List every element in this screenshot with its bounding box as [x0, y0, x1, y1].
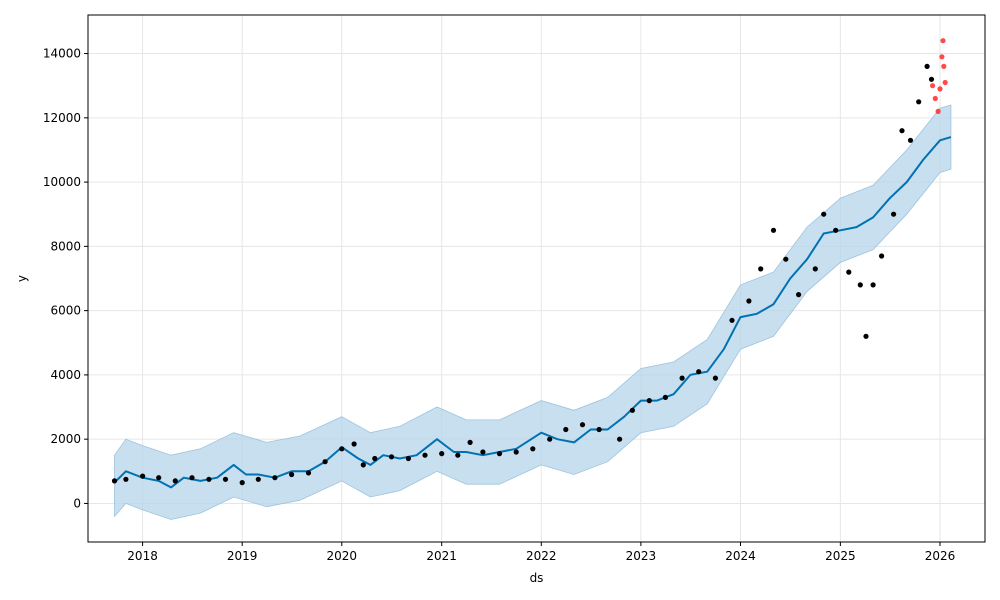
observed-point — [679, 375, 685, 381]
y-axis-ticks: 0 2000 4000 6000 8000 10000 12000 14000 — [43, 47, 88, 510]
observed-point — [322, 459, 328, 465]
y-tick-label: 12000 — [43, 111, 81, 125]
observed-point — [140, 473, 146, 479]
recent-point — [942, 79, 948, 86]
y-tick-label: 14000 — [43, 47, 81, 61]
observed-point — [422, 452, 428, 458]
observed-point — [289, 471, 295, 478]
observed-point — [513, 449, 519, 455]
recent-point — [932, 95, 938, 102]
forecast-line — [113, 136, 952, 489]
observed-point — [758, 266, 764, 272]
observed-point — [662, 394, 669, 400]
observed-point — [360, 462, 366, 468]
observed-point — [857, 282, 863, 288]
x-tick-label: 2024 — [725, 549, 756, 563]
y-tick-label: 4000 — [50, 368, 81, 382]
observed-point — [596, 426, 602, 433]
observed-point — [156, 475, 162, 481]
observed-point — [899, 128, 905, 134]
observed-point — [123, 476, 129, 482]
observed-point — [530, 446, 536, 452]
observed-point — [388, 454, 395, 460]
observed-point — [172, 478, 178, 484]
observed-point — [617, 436, 623, 442]
observed-point — [696, 369, 702, 375]
observed-point — [111, 478, 118, 484]
observed-point — [351, 441, 357, 447]
observed-point — [272, 475, 278, 481]
observed-point — [629, 407, 636, 413]
observed-point — [846, 269, 852, 275]
plot-area-frame — [87, 14, 986, 543]
observed-point — [891, 211, 897, 217]
y-tick-label: 6000 — [50, 304, 81, 318]
recent-point — [930, 83, 936, 89]
observed-point — [455, 452, 461, 458]
observed-point — [796, 292, 802, 298]
observed-point — [206, 476, 212, 482]
observed-point — [770, 227, 777, 233]
x-tick-label: 2021 — [426, 549, 457, 563]
observed-point — [496, 451, 503, 457]
x-tick-label: 2022 — [526, 549, 557, 563]
recent-point — [935, 108, 941, 114]
y-axis-label: y — [15, 275, 29, 282]
observed-point — [821, 211, 827, 217]
observed-point — [863, 333, 869, 339]
y-tick-label: 2000 — [50, 432, 81, 446]
observed-point — [467, 439, 473, 445]
observed-point — [916, 99, 922, 105]
observed-point — [646, 398, 652, 404]
observed-point — [783, 256, 789, 262]
observed-point — [812, 266, 818, 272]
observed-points-layer — [111, 63, 935, 486]
observed-point — [372, 455, 378, 462]
x-tick-label: 2020 — [327, 549, 358, 563]
recent-point — [937, 86, 943, 92]
uncertainty-band — [114, 104, 952, 520]
x-tick-label: 2019 — [227, 549, 258, 563]
uncertainty-band-layer — [114, 104, 952, 520]
recent-points-layer — [930, 38, 948, 114]
observed-point — [833, 227, 839, 233]
observed-point — [405, 455, 411, 462]
observed-point — [879, 253, 885, 259]
observed-point — [480, 449, 486, 455]
y-tick-label: 10000 — [43, 175, 81, 189]
forecast-line-layer — [113, 136, 952, 489]
x-axis-ticks: 2018 2019 2020 2021 2022 2023 2024 2025 2026 — [127, 542, 955, 563]
recent-point — [940, 38, 946, 44]
observed-point — [255, 476, 261, 482]
observed-point — [339, 446, 345, 452]
y-tick-label: 8000 — [50, 239, 81, 253]
observed-point — [189, 475, 195, 481]
x-tick-label: 2018 — [127, 549, 158, 563]
recent-point — [939, 54, 945, 60]
x-tick-label: 2026 — [925, 549, 956, 563]
observed-point — [439, 451, 445, 457]
observed-point — [870, 282, 876, 288]
y-tick-label: 0 — [73, 496, 81, 510]
observed-point — [305, 470, 312, 476]
observed-point — [928, 76, 935, 82]
observed-point — [907, 137, 914, 143]
observed-point — [579, 422, 586, 428]
x-tick-label: 2023 — [626, 549, 657, 563]
observed-point — [222, 476, 229, 482]
x-tick-label: 2025 — [825, 549, 856, 563]
observed-point — [547, 436, 553, 442]
recent-point — [941, 63, 947, 69]
observed-point — [729, 317, 735, 323]
observed-point — [746, 298, 752, 304]
observed-point — [712, 375, 719, 381]
observed-point — [239, 480, 245, 486]
observed-point — [924, 63, 930, 69]
x-axis-label: ds — [530, 571, 544, 585]
observed-point — [563, 426, 569, 433]
